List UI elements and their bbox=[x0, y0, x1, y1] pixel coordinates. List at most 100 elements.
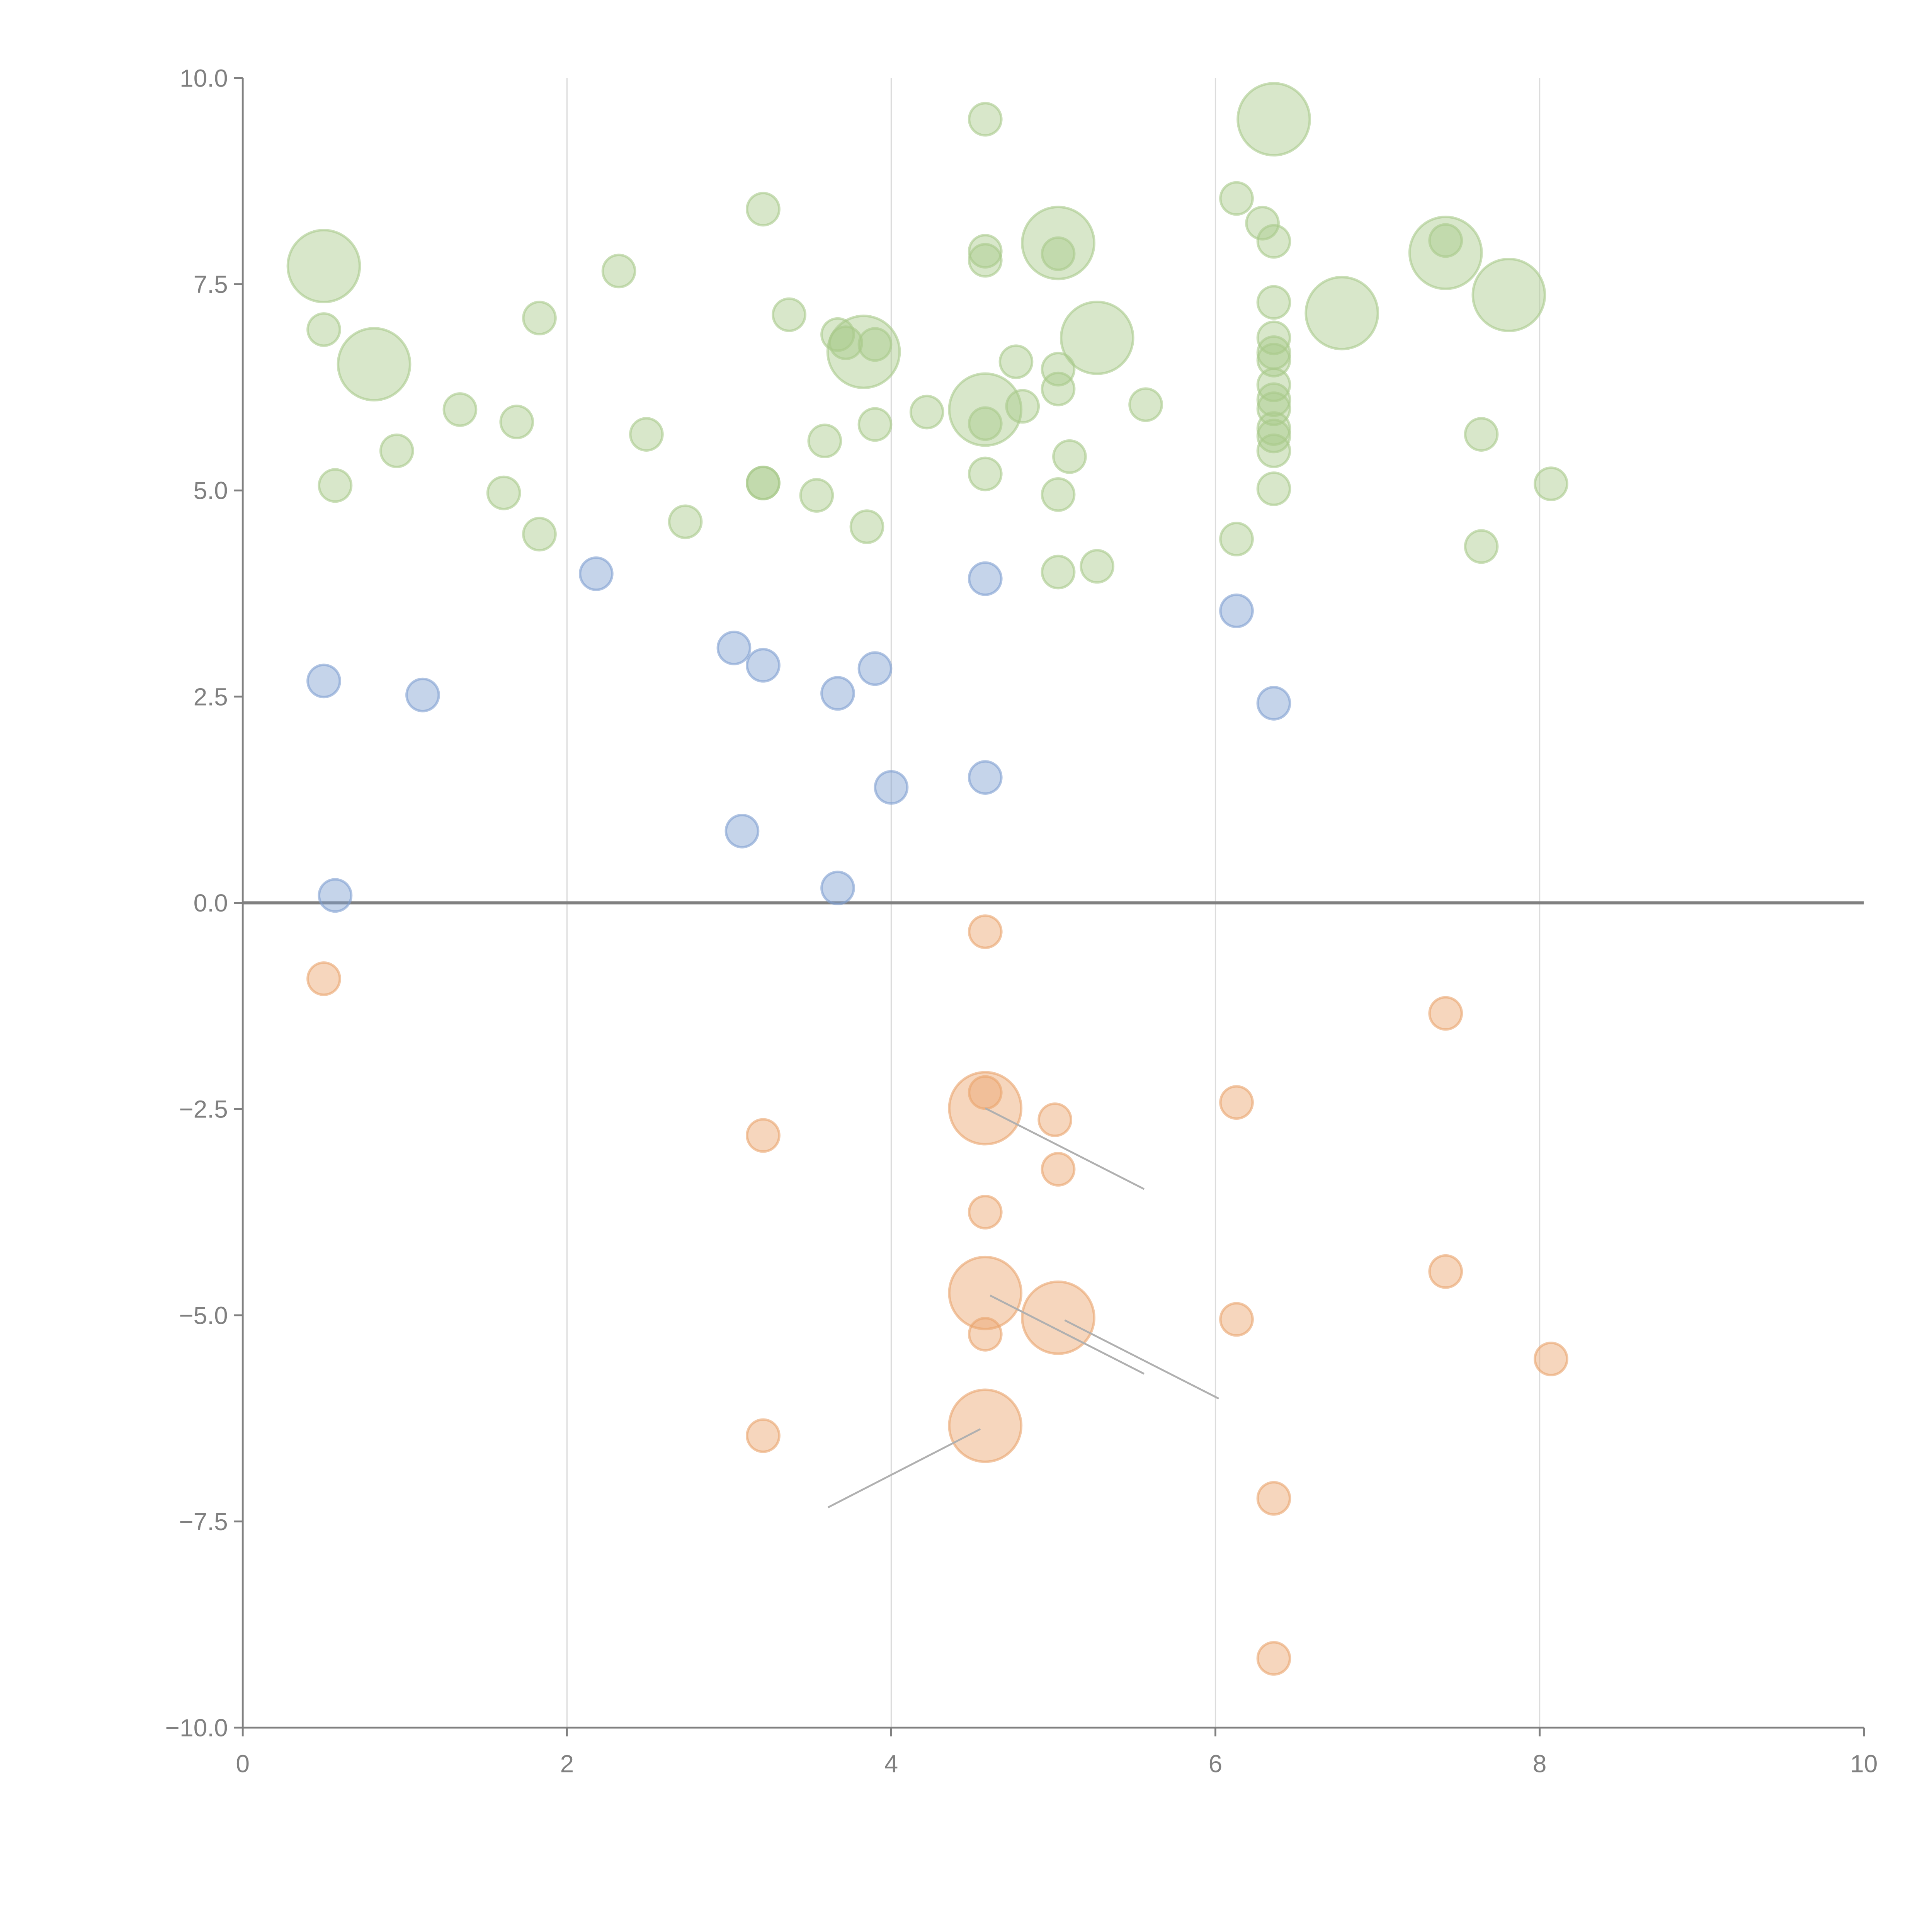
data-point-green bbox=[772, 297, 806, 332]
data-point-green bbox=[318, 468, 353, 503]
data-point-green bbox=[909, 395, 944, 430]
data-point-green bbox=[746, 192, 781, 227]
data-point-green bbox=[629, 417, 664, 452]
data-point-green bbox=[1128, 387, 1163, 422]
x-tick-label: 4 bbox=[884, 1750, 898, 1778]
data-point-orange bbox=[1428, 996, 1463, 1031]
data-point-green bbox=[998, 344, 1034, 379]
x-tick-label: 8 bbox=[1533, 1750, 1547, 1778]
data-points bbox=[286, 82, 1568, 1676]
y-tick-label: −7.5 bbox=[179, 1508, 228, 1536]
y-tick-label: 2.5 bbox=[194, 683, 228, 711]
data-point-green bbox=[522, 517, 557, 552]
data-point-blue bbox=[716, 631, 752, 665]
data-point-green bbox=[968, 406, 1003, 441]
data-point-blue bbox=[578, 556, 614, 591]
data-point-green bbox=[968, 102, 1003, 137]
y-tick-label: 10.0 bbox=[180, 64, 228, 92]
data-point-green bbox=[1256, 471, 1291, 506]
y-tick-label: −2.5 bbox=[179, 1095, 228, 1123]
data-point-orange bbox=[1256, 1481, 1291, 1516]
data-point-orange bbox=[1428, 1254, 1463, 1289]
data-point-blue bbox=[746, 648, 781, 683]
data-point-blue bbox=[724, 813, 760, 849]
data-point-green bbox=[1060, 300, 1134, 375]
data-point-blue bbox=[968, 561, 1003, 596]
data-point-orange bbox=[968, 1317, 1003, 1352]
data-point-green bbox=[1256, 343, 1291, 378]
data-point-orange bbox=[968, 914, 1003, 949]
data-point-green bbox=[857, 407, 893, 442]
data-point-green bbox=[1256, 285, 1291, 320]
y-tick-label: −10.0 bbox=[165, 1714, 228, 1742]
leader-line bbox=[990, 1294, 1145, 1375]
data-point-green bbox=[1256, 418, 1291, 454]
x-tick-label: 0 bbox=[236, 1750, 250, 1778]
data-point-green bbox=[1041, 371, 1076, 406]
axes: 0 2 4 6 8 10 10.0 7.5 5.0 2.5 0.0 −2.5 −5.0 −7.5 −10.0 bbox=[165, 64, 1878, 1777]
y-tick-label: 7.5 bbox=[194, 270, 228, 298]
data-point-green bbox=[968, 234, 1003, 269]
data-point-green bbox=[1464, 529, 1499, 564]
data-point-green bbox=[1256, 433, 1291, 468]
data-point-blue bbox=[820, 871, 855, 905]
data-point-green bbox=[379, 433, 414, 468]
data-point-blue bbox=[968, 760, 1003, 795]
data-point-green bbox=[746, 466, 781, 500]
grid bbox=[243, 78, 1864, 1728]
data-point-green bbox=[601, 253, 636, 289]
data-point-orange bbox=[1037, 1102, 1073, 1137]
data-point-green bbox=[1021, 206, 1095, 281]
data-point-blue bbox=[405, 677, 440, 713]
data-point-green bbox=[1256, 224, 1291, 259]
data-point-orange bbox=[948, 1388, 1023, 1463]
x-tick-label: 10 bbox=[1850, 1750, 1878, 1778]
data-point-green bbox=[337, 327, 412, 402]
leader-line bbox=[827, 1428, 981, 1509]
data-point-orange bbox=[1041, 1152, 1076, 1187]
data-point-green bbox=[807, 423, 842, 459]
data-point-orange bbox=[948, 1071, 1023, 1146]
data-point-green bbox=[948, 372, 1023, 447]
data-point-green bbox=[1464, 417, 1499, 452]
data-point-green bbox=[1534, 466, 1568, 502]
data-point-green bbox=[1005, 389, 1040, 424]
data-point-green bbox=[1041, 477, 1076, 512]
data-point-green bbox=[826, 315, 901, 389]
data-point-green bbox=[499, 405, 534, 439]
data-point-orange bbox=[306, 961, 341, 996]
data-point-blue bbox=[820, 676, 855, 711]
data-point-orange bbox=[968, 1195, 1003, 1230]
data-point-green bbox=[442, 392, 478, 427]
data-point-orange bbox=[1534, 1342, 1568, 1376]
data-point-green bbox=[1471, 257, 1546, 332]
data-point-green bbox=[1041, 236, 1076, 271]
y-tick-label: 0.0 bbox=[194, 889, 228, 917]
data-point-green bbox=[1219, 181, 1254, 216]
leader-line bbox=[1064, 1319, 1219, 1400]
x-tick-label: 6 bbox=[1209, 1750, 1223, 1778]
data-point-green bbox=[1052, 439, 1087, 474]
data-point-blue bbox=[1256, 686, 1291, 721]
data-point-green bbox=[1428, 223, 1463, 258]
y-tick-label: 5.0 bbox=[194, 477, 228, 505]
x-tick-label: 2 bbox=[560, 1750, 574, 1778]
data-point-green bbox=[668, 504, 703, 539]
data-point-green bbox=[1256, 367, 1291, 402]
data-point-green bbox=[968, 456, 1003, 492]
data-point-green bbox=[1219, 522, 1254, 557]
data-point-green bbox=[849, 509, 884, 544]
data-point-orange bbox=[948, 1255, 1023, 1330]
data-point-green bbox=[1041, 554, 1076, 590]
data-point-blue bbox=[1219, 594, 1254, 628]
data-point-orange bbox=[1256, 1641, 1291, 1676]
data-point-blue bbox=[874, 770, 909, 805]
data-point-green bbox=[1236, 82, 1311, 157]
data-point-green bbox=[968, 243, 1003, 278]
annotation-leaders bbox=[827, 1107, 1219, 1509]
data-point-green bbox=[306, 312, 341, 347]
data-point-orange bbox=[1219, 1085, 1254, 1120]
data-point-blue bbox=[318, 878, 353, 913]
data-point-green bbox=[1408, 216, 1483, 290]
